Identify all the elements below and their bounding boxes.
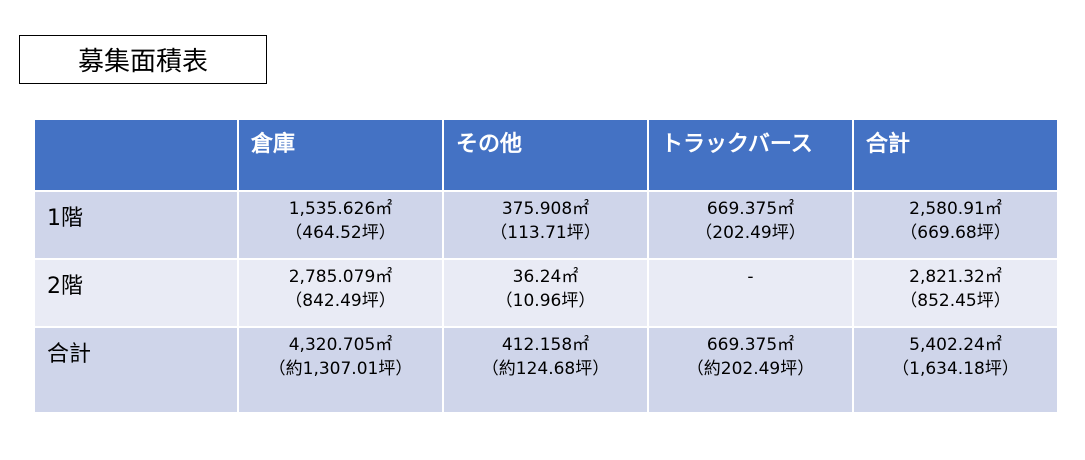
cell-2f-total: 2,821.32㎡ （852.45坪） — [852, 258, 1059, 328]
area-value: 669.375㎡ — [706, 335, 795, 355]
cell-total-other: 412.158㎡ （約124.68坪） — [442, 326, 649, 414]
tsubo-value: （約1,307.01坪） — [268, 359, 413, 379]
area-value: 5,402.24㎡ — [909, 335, 1002, 355]
header-warehouse: 倉庫 — [237, 118, 444, 192]
tsubo-value: （113.71坪） — [490, 223, 601, 243]
area-value: 36.24㎡ — [512, 267, 579, 287]
cell-1f-warehouse: 1,535.626㎡ （464.52坪） — [237, 190, 444, 260]
tsubo-value: （669.68坪） — [900, 223, 1011, 243]
area-value: 2,580.91㎡ — [909, 199, 1002, 219]
tsubo-value: （約202.49坪） — [686, 359, 815, 379]
row-label-2f: 2階 — [33, 258, 239, 328]
table-header-row: 倉庫 その他 トラックバース 合計 — [33, 118, 1059, 192]
table-row-2f: 2階 2,785.079㎡ （842.49坪） 36.24㎡ （10.96坪） … — [33, 258, 1059, 328]
cell-total-total: 5,402.24㎡ （1,634.18坪） — [852, 326, 1059, 414]
header-truck-berth: トラックバース — [647, 118, 854, 192]
area-value: 2,821.32㎡ — [909, 267, 1002, 287]
tsubo-value: （10.96坪） — [495, 291, 596, 311]
cell-2f-truck-berth: - — [647, 258, 854, 328]
area-value: 412.158㎡ — [501, 335, 590, 355]
area-value: - — [747, 267, 754, 287]
row-label-1f: 1階 — [33, 190, 239, 260]
cell-2f-warehouse: 2,785.079㎡ （842.49坪） — [237, 258, 444, 328]
tsubo-value: （1,634.18坪） — [892, 359, 1019, 379]
table-row-1f: 1階 1,535.626㎡ （464.52坪） 375.908㎡ （113.71… — [33, 190, 1059, 260]
cell-total-truck-berth: 669.375㎡ （約202.49坪） — [647, 326, 854, 414]
row-label-total: 合計 — [33, 326, 239, 414]
cell-2f-other: 36.24㎡ （10.96坪） — [442, 258, 649, 328]
table-row-total: 合計 4,320.705㎡ （約1,307.01坪） 412.158㎡ （約12… — [33, 326, 1059, 414]
cell-total-warehouse: 4,320.705㎡ （約1,307.01坪） — [237, 326, 444, 414]
area-value: 4,320.705㎡ — [288, 335, 393, 355]
header-total: 合計 — [852, 118, 1059, 192]
tsubo-value: （852.45坪） — [900, 291, 1011, 311]
tsubo-value: （464.52坪） — [285, 223, 396, 243]
cell-1f-total: 2,580.91㎡ （669.68坪） — [852, 190, 1059, 260]
area-value: 1,535.626㎡ — [288, 199, 393, 219]
page-title: 募集面積表 — [19, 35, 267, 84]
header-empty-cell — [33, 118, 239, 192]
header-other: その他 — [442, 118, 649, 192]
cell-1f-other: 375.908㎡ （113.71坪） — [442, 190, 649, 260]
area-value: 2,785.079㎡ — [288, 267, 393, 287]
area-table: 倉庫 その他 トラックバース 合計 1階 1,535.626㎡ （464.52坪… — [33, 118, 1059, 414]
tsubo-value: （842.49坪） — [285, 291, 396, 311]
cell-1f-truck-berth: 669.375㎡ （202.49坪） — [647, 190, 854, 260]
tsubo-value: （約124.68坪） — [481, 359, 610, 379]
area-value: 669.375㎡ — [706, 199, 795, 219]
area-value: 375.908㎡ — [501, 199, 590, 219]
tsubo-value: （202.49坪） — [695, 223, 806, 243]
